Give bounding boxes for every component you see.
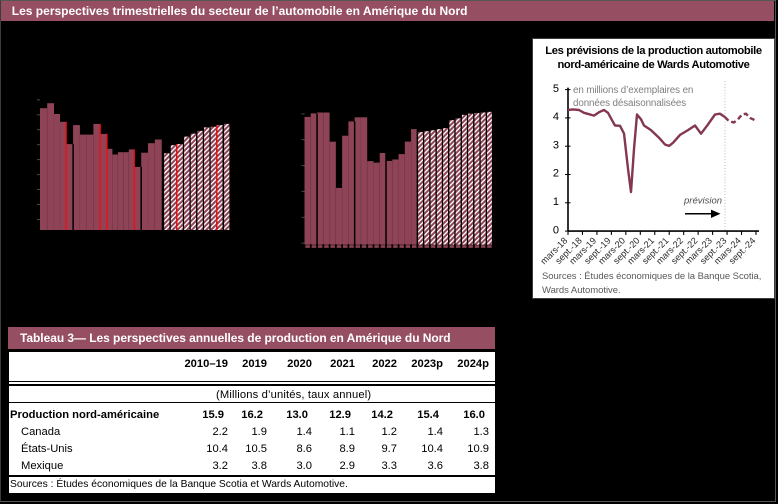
svg-text:Wards Automotive.: Wards Automotive. — [542, 285, 621, 296]
svg-text:1: 1 — [553, 196, 559, 208]
svg-text:données désaisonnalisées: données désaisonnalisées — [573, 98, 686, 109]
svg-text:4: 4 — [553, 111, 559, 123]
svg-text:3: 3 — [553, 139, 559, 151]
svg-text:0: 0 — [553, 224, 559, 236]
svg-text:5: 5 — [553, 83, 559, 95]
svg-text:2: 2 — [553, 168, 559, 180]
svg-text:Sources : Études économiques d: Sources : Études économiques de la Banqu… — [542, 271, 761, 282]
svg-text:prévision: prévision — [683, 195, 722, 206]
svg-text:en millions d’exemplaires en: en millions d’exemplaires en — [573, 85, 693, 96]
